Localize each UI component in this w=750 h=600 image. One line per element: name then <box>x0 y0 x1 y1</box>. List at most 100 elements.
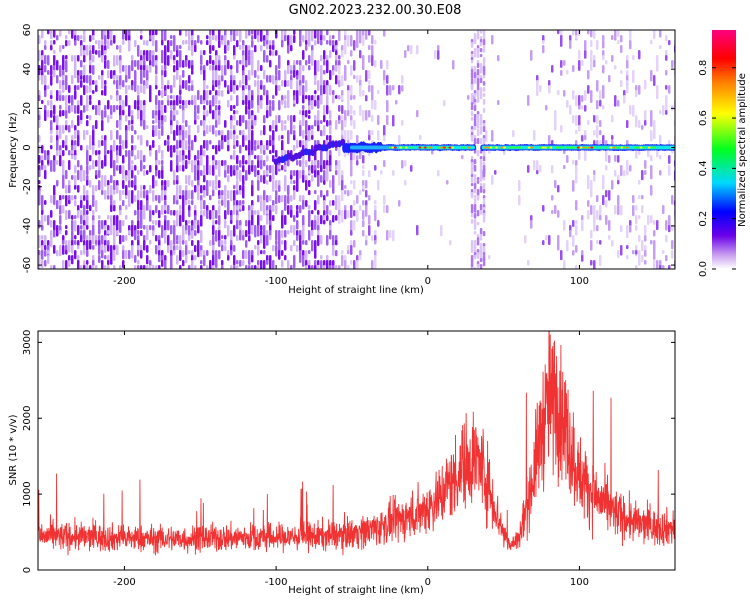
heatmap-noise-cell <box>176 210 179 222</box>
heatmap-noise-cell <box>314 75 317 81</box>
heatmap-noise-cell <box>203 255 206 267</box>
heatmap-noise-cell <box>122 40 125 45</box>
heatmap-noise-cell <box>245 170 248 181</box>
heatmap-noise-cell <box>335 50 338 56</box>
heatmap-noise-cell <box>287 65 290 75</box>
heatmap-noise-cell <box>644 250 647 257</box>
heatmap-noise-cell <box>140 245 143 251</box>
heatmap-noise-cell <box>131 135 134 144</box>
heatmap-noise-cell <box>203 120 206 131</box>
heatmap-noise-cell <box>356 265 359 269</box>
heatmap-noise-cell <box>347 35 350 47</box>
heatmap-band-core <box>486 146 490 149</box>
heatmap-noise-cell <box>185 255 188 264</box>
heatmap-noise-cell <box>350 165 353 177</box>
heatmap-noise-cell <box>182 260 185 267</box>
heatmap-chirp-cell <box>310 149 316 157</box>
heatmap-noise-cell <box>254 145 257 151</box>
heatmap-noise-cell <box>251 255 254 263</box>
heatmap-noise-cell <box>491 130 494 142</box>
heatmap-noise-cell <box>194 100 197 107</box>
heatmap-noise-cell <box>179 125 182 132</box>
heatmap-noise-cell <box>173 145 176 153</box>
heatmap-noise-cell <box>188 190 191 197</box>
heatmap-noise-cell <box>275 165 278 176</box>
heatmap-noise-cell <box>131 110 134 115</box>
heatmap-noise-cell <box>191 70 194 75</box>
heatmap-noise-cell <box>200 55 203 66</box>
heatmap-noise-cell <box>95 200 98 207</box>
heatmap-noise-cell <box>347 245 350 252</box>
heatmap-noise-cell <box>662 105 665 116</box>
heatmap-noise-cell <box>566 70 569 75</box>
heatmap-noise-cell <box>44 40 47 46</box>
heatmap-noise-cell <box>125 250 128 260</box>
heatmap-noise-cell <box>53 65 56 71</box>
heatmap-noise-cell <box>257 30 260 37</box>
heatmap-noise-cell <box>125 205 128 211</box>
heatmap-noise-cell <box>236 110 239 115</box>
heatmap-noise-cell <box>209 90 212 96</box>
heatmap-noise-cell <box>236 30 239 37</box>
heatmap-band-core <box>625 146 629 149</box>
heatmap-noise-cell <box>227 130 230 141</box>
heatmap-noise-cell <box>128 120 131 126</box>
heatmap-noise-cell <box>602 85 605 92</box>
heatmap-noise-cell <box>530 220 533 229</box>
heatmap-noise-cell <box>167 55 170 66</box>
heatmap-noise-cell <box>260 160 263 167</box>
heatmap-noise-cell <box>563 165 566 170</box>
heatmap-band-core <box>393 146 397 149</box>
heatmap-noise-cell <box>641 255 644 263</box>
heatmap-noise-cell <box>125 235 128 241</box>
heatmap-noise-cell <box>299 40 302 47</box>
heatmap-noise-cell <box>176 235 179 241</box>
heatmap-noise-cell <box>386 205 389 214</box>
heatmap-noise-cell <box>326 120 329 127</box>
heatmap-noise-cell <box>290 45 293 52</box>
heatmap-noise-cell <box>50 165 53 172</box>
heatmap-noise-cell <box>209 180 212 187</box>
heatmap-noise-cell <box>338 80 341 88</box>
heatmap-noise-cell <box>302 230 305 241</box>
heatmap-noise-cell <box>269 175 272 182</box>
heatmap-noise-cell <box>329 225 332 232</box>
heatmap-stripe-cell <box>479 30 483 34</box>
heatmap-noise-cell <box>119 135 122 142</box>
heatmap-noise-cell <box>359 105 362 116</box>
heatmap-noise-cell <box>230 210 233 217</box>
heatmap-noise-cell <box>266 180 269 185</box>
heatmap-stripe-cell <box>482 36 486 40</box>
heatmap-noise-cell <box>548 85 551 94</box>
heatmap-noise-cell <box>542 205 545 212</box>
heatmap-noise-cell <box>275 250 278 257</box>
heatmap-noise-cell <box>281 220 284 229</box>
heatmap-noise-cell <box>113 245 116 251</box>
heatmap-noise-cell <box>206 110 209 117</box>
heatmap-noise-cell <box>71 245 74 254</box>
heatmap-noise-cell <box>98 160 101 172</box>
heatmap-noise-cell <box>542 45 545 54</box>
heatmap-noise-cell <box>344 40 347 47</box>
heatmap-noise-cell <box>125 195 128 200</box>
heatmap-noise-cell <box>365 180 368 189</box>
heatmap-noise-cell <box>221 140 224 150</box>
heatmap-noise-cell <box>335 75 338 85</box>
heatmap-noise-cell <box>317 125 320 132</box>
heatmap-stripe-cell <box>473 219 477 226</box>
heatmap-noise-cell <box>56 250 59 257</box>
heatmap-noise-cell <box>569 230 572 238</box>
heatmap-noise-cell <box>125 175 128 182</box>
heatmap-noise-cell <box>140 135 143 146</box>
figure-title: GN02.2023.232.00.30.E08 <box>289 3 462 18</box>
heatmap-noise-cell <box>71 195 74 201</box>
heatmap-noise-cell <box>173 75 176 82</box>
heatmap-noise-cell <box>389 85 392 96</box>
heatmap-noise-cell <box>77 35 80 41</box>
heatmap-noise-cell <box>161 260 164 267</box>
heatmap-noise-cell <box>140 220 143 229</box>
heatmap-noise-cell <box>344 190 347 195</box>
heatmap-noise-cell <box>68 185 71 194</box>
heatmap-noise-cell <box>590 60 593 71</box>
heatmap-noise-cell <box>179 45 182 50</box>
